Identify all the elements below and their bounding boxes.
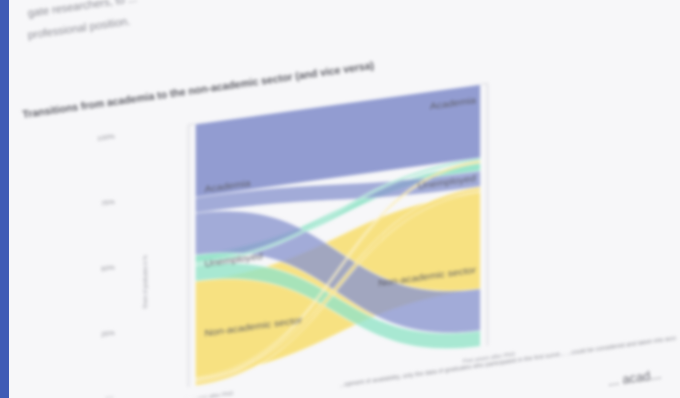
document-page: gate researchers, to ... professional po… [9, 0, 680, 398]
sankey-flow [194, 160, 481, 382]
sankey-flow [194, 262, 481, 350]
y-tick-label: 0% [105, 396, 115, 398]
sankey-chart: 100%75%50%25%0%Share of graduates in %Ac… [22, 60, 515, 398]
sankey-flow [194, 186, 481, 387]
y-tick-label: 100% [97, 134, 115, 143]
chart-root: 100%75%50%25%0%Share of graduates in %Ac… [97, 82, 515, 398]
accent-sidebar [0, 0, 9, 398]
y-axis-label: Share of graduates in % [143, 255, 149, 310]
x-axis-label: One year after PhD [184, 391, 234, 398]
blurred-content: gate researchers, to ... professional po… [9, 0, 680, 398]
y-tick-label: 50% [101, 265, 115, 273]
screenshot-frame: gate researchers, to ... professional po… [9, 0, 680, 398]
y-tick-label: 25% [101, 330, 115, 338]
y-tick-label: 75% [101, 199, 115, 207]
